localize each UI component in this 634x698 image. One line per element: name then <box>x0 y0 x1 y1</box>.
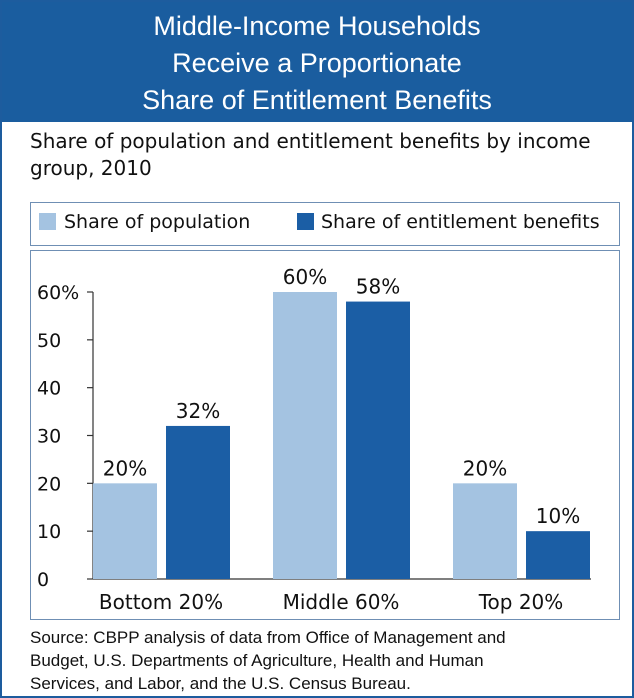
y-tick-label: 30 <box>37 426 61 448</box>
title-line-1: Middle-Income Households <box>153 11 481 41</box>
chart-legend: Share of population Share of entitlement… <box>30 202 620 246</box>
y-tick-label: 0 <box>37 569 49 591</box>
y-tick-label: 60% <box>37 282 79 304</box>
bar-data-label: 10% <box>536 504 580 528</box>
legend-label-benefits: Share of entitlement benefits <box>321 211 600 233</box>
bar-benefits <box>166 425 230 579</box>
source-note: Source: CBPP analysis of data from Offic… <box>30 626 620 695</box>
bar-data-label: 20% <box>103 456 147 480</box>
y-tick-label: 20 <box>37 473 61 495</box>
x-category-label: Middle 60% <box>283 590 400 614</box>
x-category-label: Top 20% <box>478 590 564 614</box>
bar-population <box>273 292 337 579</box>
x-category-label: Bottom 20% <box>99 590 223 614</box>
bar-data-label: 58% <box>356 275 400 299</box>
source-line-1: Source: CBPP analysis of data from Offic… <box>30 628 506 647</box>
legend-label-population: Share of population <box>64 211 251 233</box>
subtitle-line-2: group, 2010 <box>30 156 152 180</box>
chart-subtitle: Share of population and entitlement bene… <box>30 128 620 182</box>
bar-population <box>453 483 517 579</box>
legend-swatch-benefits <box>297 213 314 230</box>
bar-chart: 0 10 20 30 40 50 60% 20% 32% Bottom 20% 60% 58% Midd… <box>37 265 591 614</box>
y-tick-label: 10 <box>37 521 61 543</box>
source-line-2: Budget, U.S. Departments of Agriculture,… <box>30 651 484 670</box>
bar-population <box>93 483 157 579</box>
y-tick-label: 50 <box>37 330 61 352</box>
legend-swatch-population <box>39 213 56 230</box>
title-line-2: Receive a Proportionate <box>172 48 462 78</box>
bar-benefits <box>526 531 590 579</box>
y-tick-label: 40 <box>37 378 61 400</box>
plot-area: 0 10 20 30 40 50 60% 20% 32% Bottom 20% 60% 58% Midd… <box>30 250 620 620</box>
bar-data-label: 32% <box>176 399 220 423</box>
subtitle-line-1: Share of population and entitlement bene… <box>30 129 591 153</box>
title-line-3: Share of Entitlement Benefits <box>142 85 492 115</box>
source-line-3: Services, and Labor, and the U.S. Census… <box>30 674 411 693</box>
bar-benefits <box>346 301 410 579</box>
title-band: Middle-Income Households Receive a Propo… <box>2 2 632 122</box>
bar-data-label: 60% <box>283 265 327 289</box>
bar-data-label: 20% <box>463 456 507 480</box>
